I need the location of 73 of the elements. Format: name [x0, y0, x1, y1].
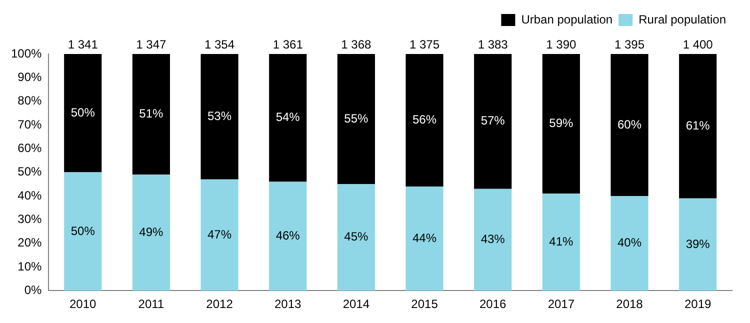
data-label: 44%	[412, 230, 437, 245]
annotation: 1 400	[682, 37, 714, 52]
data-label: 53%	[208, 109, 232, 124]
bar	[474, 188, 512, 291]
y-tick-label: 0%	[24, 282, 42, 297]
data-label: 55%	[344, 111, 369, 126]
annotation: 1 395	[614, 37, 645, 52]
bar	[64, 172, 102, 291]
x-tick-label: 2013	[274, 297, 302, 312]
bar	[200, 54, 238, 180]
bar	[542, 194, 580, 291]
data-label: 50%	[70, 224, 96, 238]
bar	[269, 54, 307, 182]
bar	[679, 54, 717, 198]
bar	[610, 196, 648, 291]
data-label: 61%	[686, 118, 710, 132]
data-label: 47%	[208, 227, 232, 242]
bar	[337, 54, 375, 184]
x-tick-label: 2011	[138, 297, 164, 312]
annotation: 1 375	[409, 37, 440, 52]
annotation: 1 368	[341, 37, 372, 52]
bar	[406, 54, 444, 186]
data-label: 59%	[549, 116, 574, 130]
y-tick-label: 10%	[18, 259, 42, 274]
bar	[406, 186, 444, 291]
x-tick-label: 2017	[548, 297, 575, 312]
bar	[337, 184, 375, 291]
data-label: 60%	[617, 117, 642, 132]
annotation: 1 341	[68, 37, 98, 52]
annotation: 1 361	[272, 37, 304, 52]
bar	[679, 198, 717, 291]
data-label: 54%	[276, 110, 300, 124]
data-label: 46%	[276, 228, 300, 242]
data-label: 45%	[344, 230, 369, 244]
data-label: 39%	[686, 236, 710, 251]
y-tick-label: 70%	[18, 117, 42, 132]
data-label: 43%	[480, 232, 506, 246]
bar	[474, 54, 512, 189]
x-tick-label: 2016	[479, 297, 507, 312]
y-tick-label: 20%	[18, 236, 42, 250]
data-label: 41%	[549, 234, 574, 248]
bar	[269, 182, 307, 291]
y-tick-label: 30%	[18, 212, 42, 226]
bar	[132, 54, 170, 175]
y-tick-label: 100%	[10, 46, 42, 60]
annotation: 1 354	[204, 37, 235, 52]
bar	[542, 54, 580, 194]
y-tick-label: 50%	[18, 164, 42, 179]
data-label: 50%	[70, 105, 96, 120]
x-tick-label: 2015	[411, 297, 438, 312]
x-tick-label: 2010	[70, 297, 97, 312]
y-tick-label: 90%	[18, 70, 42, 84]
x-tick-label: 2018	[616, 297, 644, 312]
annotation: 1 390	[546, 37, 577, 52]
annotation: 1 347	[136, 37, 167, 52]
data-label: 51%	[139, 106, 164, 121]
legend-label: Rural population	[638, 12, 726, 26]
y-tick-label: 80%	[18, 94, 42, 108]
data-label: 57%	[480, 114, 506, 128]
x-tick-label: 2012	[206, 297, 234, 312]
annotation: 1 383	[478, 37, 508, 52]
bar	[200, 179, 238, 291]
legend-label: Urban population	[521, 12, 613, 26]
bar	[132, 174, 170, 291]
data-label: 49%	[139, 224, 164, 239]
y-tick-label: 40%	[18, 188, 42, 202]
bar	[64, 54, 102, 172]
bar	[610, 54, 648, 196]
y-tick-label: 60%	[18, 140, 42, 155]
data-label: 56%	[412, 112, 437, 127]
x-tick-label: 2014	[342, 297, 370, 312]
x-tick-label: 2019	[684, 297, 712, 312]
data-label: 40%	[617, 236, 642, 250]
